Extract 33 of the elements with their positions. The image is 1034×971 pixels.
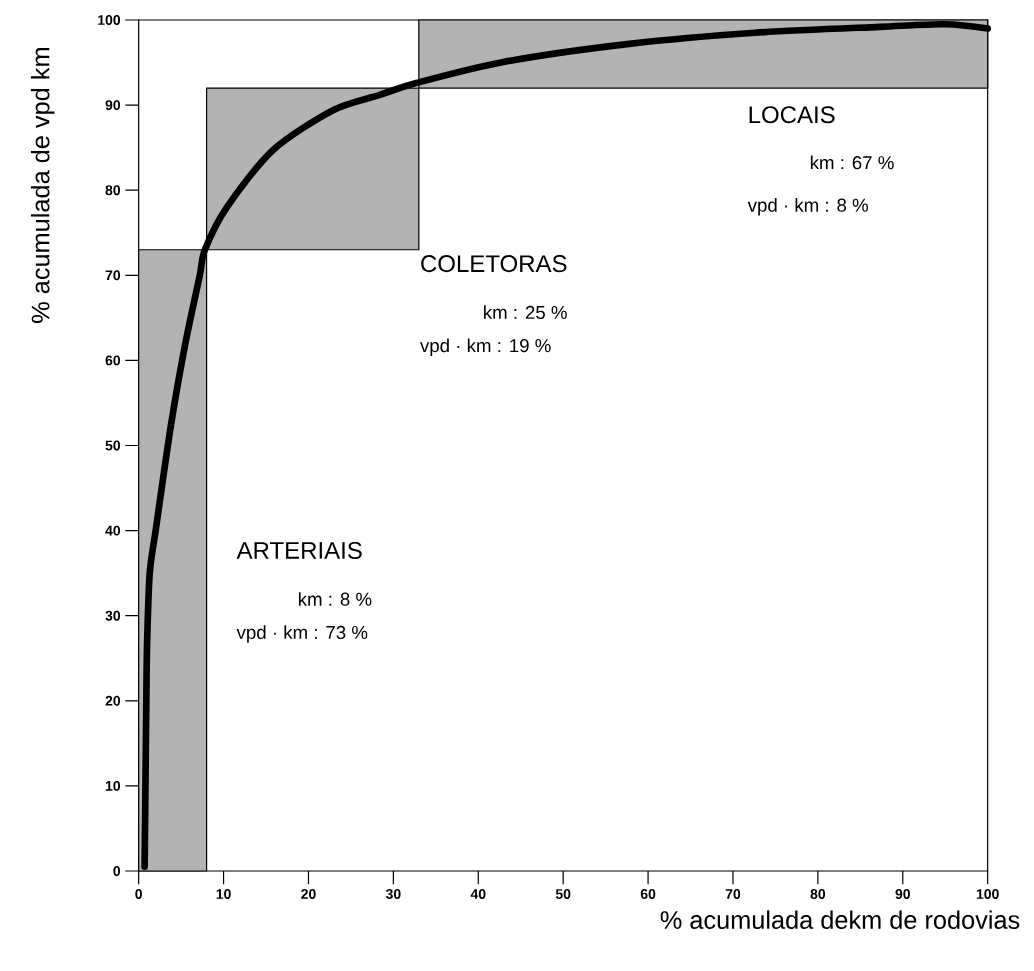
annotation: km : 67 % bbox=[810, 155, 894, 170]
x-tick-label: 80 bbox=[810, 889, 826, 899]
y-tick-label: 90 bbox=[105, 100, 121, 111]
annotation: vpd · km : 73 % bbox=[236, 625, 368, 643]
x-axis-title: % acumulada dekm de rodovias bbox=[660, 910, 1020, 929]
annotation: vpd · km : 8 % bbox=[747, 198, 869, 216]
x-tick-label: 100 bbox=[976, 889, 999, 899]
x-tick-label: 90 bbox=[895, 889, 910, 899]
annotation: vpd · km : 19 % bbox=[420, 338, 551, 356]
annotation: COLETORAS bbox=[421, 255, 567, 273]
y-tick-label: 0 bbox=[113, 866, 121, 876]
y-tick-label: 60 bbox=[105, 355, 121, 366]
y-tick-label: 40 bbox=[105, 525, 121, 536]
x-tick-label: 20 bbox=[301, 889, 316, 899]
y-axis-title: % acumulada de vpd km bbox=[30, 48, 55, 323]
y-tick-label: 50 bbox=[105, 440, 121, 451]
y-tick-label: 30 bbox=[105, 610, 121, 621]
x-tick-label: 0 bbox=[135, 889, 142, 899]
x-tick-label: 60 bbox=[640, 889, 656, 899]
x-tick-label: 40 bbox=[470, 889, 486, 899]
x-tick-label: 50 bbox=[555, 889, 571, 899]
y-tick-label: 70 bbox=[105, 270, 121, 281]
x-tick-label: 10 bbox=[216, 889, 231, 899]
x-tick-label: 70 bbox=[725, 889, 741, 899]
y-tick-label: 80 bbox=[105, 185, 121, 196]
annotation: ARTERIAIS bbox=[236, 541, 362, 559]
y-tick-label: 100 bbox=[98, 15, 121, 25]
y-tick-label: 20 bbox=[105, 695, 121, 706]
annotation: km : 25 % bbox=[484, 305, 567, 320]
annotation: LOCAIS bbox=[749, 106, 835, 124]
annotation: km : 8 % bbox=[298, 592, 372, 606]
y-tick-label: 10 bbox=[105, 780, 121, 791]
x-tick-label: 30 bbox=[385, 889, 401, 899]
